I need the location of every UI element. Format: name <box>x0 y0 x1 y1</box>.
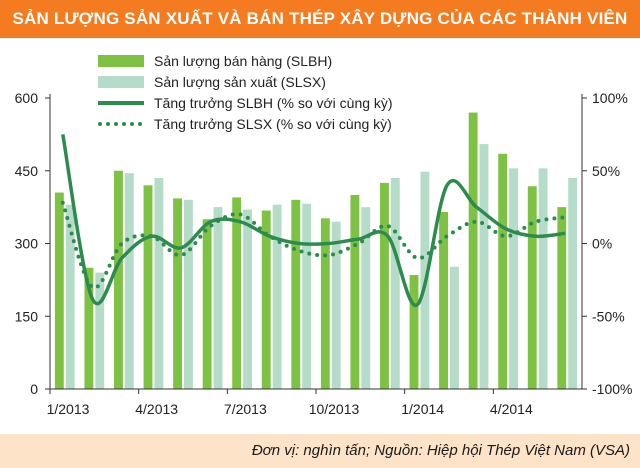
bar-slbh <box>498 153 508 389</box>
left-tick-label: 450 <box>15 163 39 179</box>
growth-lines-group <box>60 134 568 307</box>
left-tick-label: 300 <box>15 236 39 252</box>
x-tick-label: 7/2013 <box>224 401 267 417</box>
bar-slbh <box>557 207 567 389</box>
bar-slsx <box>568 178 578 389</box>
legend: Sản lượng bán hàng (SLBH) Sản lượng sản x… <box>98 53 393 132</box>
line-slsx-growth <box>60 200 568 290</box>
x-tick-label: 4/2014 <box>490 401 533 417</box>
bar-slsx <box>124 173 134 389</box>
legend-swatch <box>98 76 144 88</box>
bar-slbh <box>202 219 212 389</box>
bar-slbh <box>114 170 123 389</box>
chart-title: SẢN LƯỢNG SẢN XUẤT VÀ BÁN THÉP XÂY DỰNG … <box>0 0 640 66</box>
bar-slsx <box>65 204 75 389</box>
legend-label: Tăng trưởng SLSX (% so với cùng kỳ) <box>154 116 392 132</box>
bar-slsx <box>450 266 459 389</box>
bar-slbh <box>54 192 64 389</box>
bar-slbh <box>380 182 389 389</box>
x-tick-label: 10/2013 <box>309 401 360 417</box>
bar-slbh <box>232 197 242 389</box>
left-tick-label: 600 <box>15 90 39 106</box>
bar-slsx <box>302 203 312 389</box>
bar-slsx <box>272 204 282 389</box>
x-axis: 1/2013 4/2013 7/2013 10/2013 1/2014 4/2014 <box>47 388 582 417</box>
legend-label: Sản lượng bán hàng (SLBH) <box>154 53 332 69</box>
right-tick-label: 50% <box>592 163 620 179</box>
source-note: Đơn vị: nghìn tấn; Nguồn: Hiệp hội Thép … <box>0 434 640 468</box>
bar-slsx <box>213 207 223 389</box>
bar-slsx <box>154 178 164 389</box>
bar-slbh <box>409 275 419 389</box>
right-axis: -100% -50% 0% 50% 100% <box>581 90 632 397</box>
bar-slbh <box>350 195 360 389</box>
legend-label: Tăng trưởng SLBH (% so với cùng kỳ) <box>154 95 393 111</box>
bar-slsx <box>390 178 400 389</box>
bar-slsx <box>331 221 341 389</box>
legend-label: Sản lượng sản xuất (SLSX) <box>154 74 326 90</box>
bar-slbh <box>143 185 153 389</box>
legend-swatch <box>98 55 144 67</box>
bar-slsx <box>184 199 193 389</box>
bar-slsx <box>243 209 252 389</box>
bar-slsx <box>95 272 105 389</box>
bar-slsx <box>479 144 489 389</box>
right-tick-label: -50% <box>592 308 625 324</box>
chart-area: 0 150 300 450 600 -100% -50% 0% 50% 100% 1/2013 4… <box>15 53 633 417</box>
line-slbh-growth <box>61 134 566 307</box>
right-tick-label: 100% <box>592 90 628 106</box>
bar-slsx <box>509 168 518 389</box>
x-tick-label: 4/2013 <box>135 401 178 417</box>
bar-series-group <box>54 112 578 390</box>
x-tick-label: 1/2014 <box>401 401 444 417</box>
bar-slsx <box>361 207 371 389</box>
bar-slbh <box>320 218 330 389</box>
left-tick-label: 150 <box>15 308 39 324</box>
bar-slbh <box>439 211 448 389</box>
left-tick-label: 0 <box>30 381 38 397</box>
right-tick-label: -100% <box>592 381 632 397</box>
left-axis: 0 150 300 450 600 <box>15 90 51 397</box>
bar-slbh <box>173 198 182 389</box>
bar-slbh <box>84 267 94 389</box>
bar-slbh <box>291 199 301 389</box>
bar-slbh <box>527 186 537 389</box>
bar-slbh <box>468 112 478 390</box>
x-tick-label: 1/2013 <box>47 401 90 417</box>
bar-slbh <box>261 210 271 389</box>
right-tick-label: 0% <box>592 236 612 252</box>
bar-slsx <box>538 168 548 389</box>
